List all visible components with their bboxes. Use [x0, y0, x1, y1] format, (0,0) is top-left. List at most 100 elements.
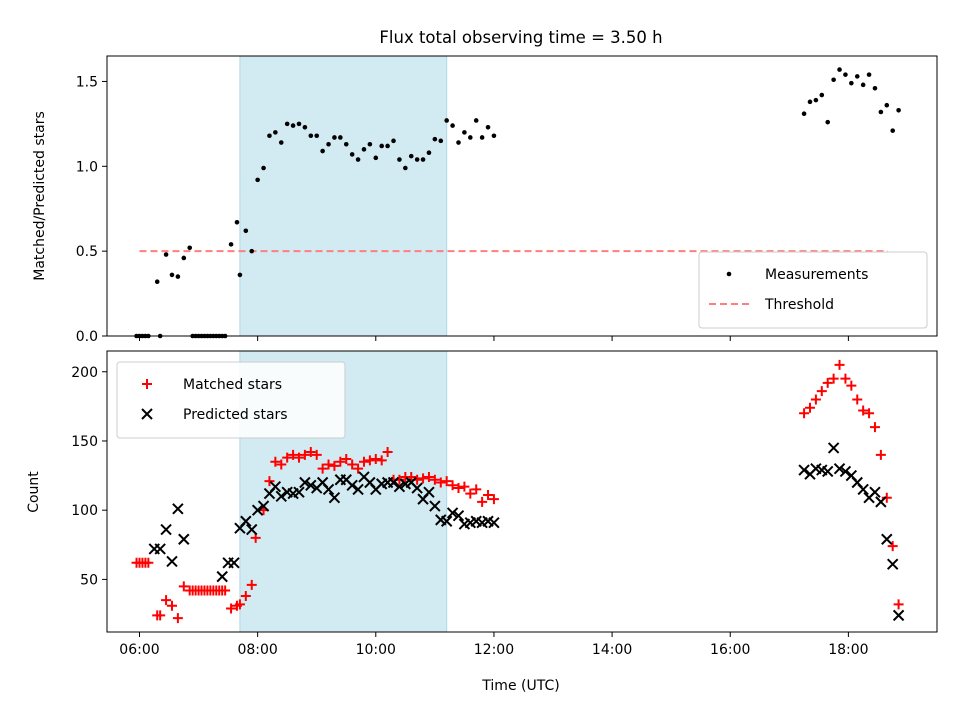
top-observing-interval-shade — [239, 55, 448, 337]
top-data-point — [444, 118, 449, 123]
bottom-data-point — [288, 449, 299, 460]
bottom-data-point — [370, 453, 381, 464]
top-data-point — [831, 77, 836, 83]
top-data-point — [479, 135, 485, 140]
bottom-data-point — [423, 486, 435, 498]
bottom-data-point — [257, 500, 270, 512]
bottom-data-point — [440, 515, 453, 527]
bottom-data-point — [347, 459, 358, 470]
bottom-data-point — [341, 453, 352, 464]
top-data-point — [261, 165, 266, 171]
top-data-point — [854, 74, 860, 79]
bottom-data-point — [346, 479, 358, 491]
bottom-data-point — [441, 476, 452, 487]
top-data-point — [807, 99, 813, 105]
top-data-point — [872, 85, 878, 91]
bottom-data-point — [172, 613, 183, 624]
top-data-point — [860, 82, 866, 88]
bottom-legend-swatch — [141, 408, 153, 420]
top-data-point — [237, 272, 243, 278]
top-y-tick-label: 0.0 — [76, 329, 98, 345]
top-data-point — [278, 140, 284, 145]
top-data-point — [320, 148, 325, 154]
bottom-data-point — [352, 483, 364, 496]
bottom-legend-swatch — [142, 379, 152, 389]
bottom-legend-box — [116, 361, 346, 439]
top-data-point — [349, 152, 355, 157]
bottom-data-point — [155, 610, 166, 621]
bottom-data-point — [827, 442, 840, 454]
bottom-data-point — [160, 523, 172, 536]
bottom-data-point — [299, 476, 311, 489]
bottom-data-point — [353, 463, 364, 474]
bottom-data-point — [305, 447, 316, 458]
top-data-point — [491, 133, 497, 139]
bottom-data-point — [465, 488, 476, 499]
top-data-point — [485, 124, 491, 130]
bottom-data-point — [816, 386, 827, 397]
top-data-point — [187, 245, 193, 251]
top-data-point — [154, 279, 160, 284]
top-series-0 — [134, 67, 901, 339]
top-data-point — [367, 141, 373, 147]
bottom-data-point — [833, 462, 846, 475]
bottom-data-point — [234, 599, 245, 610]
bottom-y-tick-label: 50 — [80, 572, 98, 588]
bottom-data-point — [322, 483, 335, 496]
bottom-data-point — [453, 483, 464, 494]
top-data-point — [843, 72, 848, 77]
bottom-axes-frame — [106, 350, 938, 633]
top-data-point — [420, 157, 426, 162]
top-data-point — [825, 119, 831, 125]
bottom-data-point — [435, 477, 446, 488]
bottom-data-point — [335, 456, 346, 467]
bottom-data-point — [323, 459, 334, 470]
top-data-point — [890, 128, 895, 133]
bottom-data-point — [418, 473, 429, 484]
bottom-legend: Matched stars Predicted stars — [116, 361, 346, 439]
bottom-data-point — [869, 486, 881, 498]
bottom-data-point — [143, 557, 154, 568]
bottom-data-point — [804, 402, 815, 413]
chart-title: Flux total observing time = 3.50 h — [379, 28, 662, 47]
bottom-data-point — [216, 570, 228, 583]
top-data-point — [338, 135, 343, 140]
bottom-data-point — [382, 447, 393, 458]
top-data-point — [849, 80, 854, 86]
bottom-x-tick-label: 18:00 — [828, 642, 868, 658]
bottom-data-point — [270, 456, 281, 467]
bottom-data-point — [810, 394, 821, 405]
top-data-point — [249, 248, 255, 254]
top-data-point — [308, 133, 314, 139]
bottom-data-point — [875, 496, 887, 508]
top-panel: 0.0 0.5 1.0 1.5 Measurements Threshold — [76, 55, 938, 345]
bottom-data-point — [822, 377, 833, 388]
bottom-data-point — [488, 516, 500, 529]
top-data-point — [408, 153, 414, 159]
top-data-point — [397, 157, 402, 162]
top-data-point — [332, 135, 337, 140]
top-data-point — [473, 118, 479, 123]
top-data-point — [438, 138, 444, 144]
top-legend-swatch — [726, 271, 732, 277]
top-data-point — [813, 97, 819, 103]
bottom-data-point — [166, 600, 177, 611]
top-data-point — [163, 252, 169, 257]
top-data-point — [462, 130, 467, 135]
bottom-data-point — [178, 581, 189, 592]
top-data-point — [169, 272, 175, 278]
top-data-point — [379, 143, 384, 149]
top-legend-label: Measurements — [765, 267, 868, 283]
bottom-y-axis-label: Count — [26, 471, 42, 513]
bottom-data-point — [447, 480, 458, 491]
bottom-data-point — [483, 489, 494, 500]
top-data-point — [302, 124, 308, 130]
bottom-data-point — [471, 484, 482, 495]
top-data-point — [878, 109, 884, 115]
bottom-y-tick-label: 150 — [71, 434, 98, 450]
top-data-point — [361, 147, 367, 152]
top-data-point — [234, 220, 240, 225]
top-data-point — [896, 108, 901, 113]
